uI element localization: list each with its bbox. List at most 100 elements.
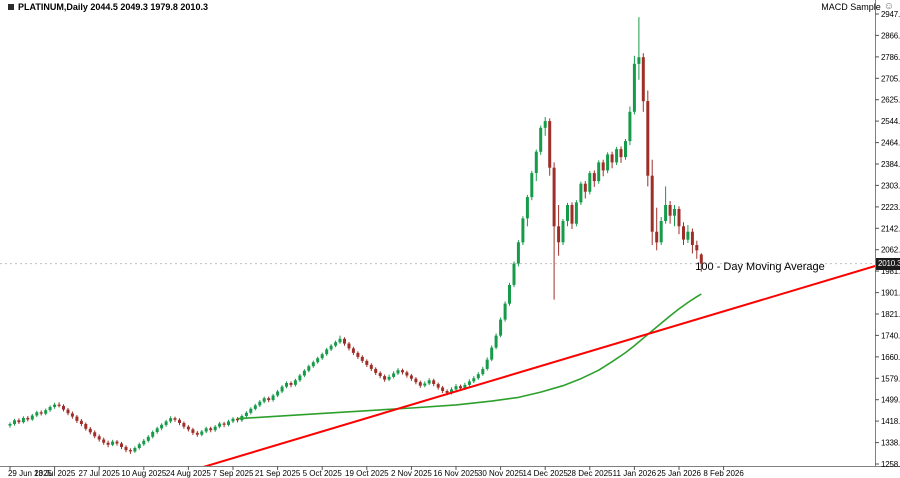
current-price-tag: 2010.3 — [876, 257, 900, 270]
candle-body — [325, 349, 329, 355]
candle-body — [146, 436, 150, 441]
candle-body — [66, 409, 70, 414]
expert-advisor-label[interactable]: MACD Sample ☺ — [821, 2, 894, 13]
candle-body — [57, 404, 61, 406]
candle-body — [485, 359, 489, 369]
candle-body — [173, 418, 177, 420]
candle-body — [244, 412, 248, 416]
candle-body — [423, 383, 427, 386]
candle-body — [432, 380, 436, 384]
candle-body — [298, 375, 302, 381]
price-axis-label: 1981.9 — [881, 267, 900, 276]
candle-body — [583, 183, 587, 192]
candle-body — [682, 226, 685, 240]
price-axis-label: 2866.6 — [881, 31, 900, 40]
candle-body — [307, 366, 311, 371]
price-axis-label: 2384.0 — [881, 160, 900, 169]
candle-body — [316, 358, 320, 363]
candle-body — [142, 440, 146, 445]
candle-body — [249, 408, 253, 413]
candle-body — [164, 421, 168, 425]
candle-body — [405, 372, 409, 376]
candle-body — [218, 423, 222, 427]
candle-body — [88, 428, 92, 433]
candle-body — [280, 386, 284, 392]
candle-body — [418, 382, 422, 386]
candle-body — [365, 360, 369, 365]
candle-body — [124, 446, 128, 451]
candle-body — [610, 154, 614, 163]
price-axis-label: 1499.3 — [881, 396, 900, 405]
candle-body — [97, 436, 101, 440]
candle-body — [128, 450, 132, 452]
candle-body — [401, 370, 404, 373]
candle-body — [396, 370, 400, 374]
candle-body — [195, 432, 199, 435]
candle-body — [213, 426, 217, 431]
candle-body — [686, 231, 690, 240]
candle-body — [356, 352, 360, 357]
candle-body — [267, 398, 271, 401]
date-axis-label: 25 Jan 2026 — [657, 469, 702, 478]
candle-body — [494, 335, 498, 348]
candle-body — [641, 57, 645, 102]
candle-body — [499, 319, 503, 336]
candle-body — [588, 173, 592, 192]
candle-body — [597, 162, 601, 182]
date-axis-label: 27 Jul 2025 — [79, 469, 121, 478]
candle-body — [677, 209, 681, 227]
candle-body — [26, 417, 30, 420]
candle-body — [543, 121, 547, 128]
trend-line[interactable] — [193, 265, 875, 470]
date-axis-label: 24 Aug 2025 — [166, 469, 211, 478]
candle-body — [481, 368, 485, 375]
candle-body — [62, 405, 65, 410]
candle-body — [48, 407, 52, 411]
candle-body — [503, 303, 507, 320]
candle-body — [472, 378, 476, 382]
candle-body — [601, 162, 605, 171]
candle-body — [476, 374, 480, 379]
candle-body — [84, 424, 88, 429]
ma-line[interactable] — [237, 293, 702, 420]
candle-body — [409, 375, 413, 379]
candle-body — [182, 423, 186, 427]
price-axis-label: 2705.7 — [881, 74, 900, 83]
candle-body — [637, 57, 641, 64]
candle-body — [659, 221, 663, 243]
price-axis[interactable]: 2947.0 2866.6 2786.1 2705.7 2625.3 2544.9 2464… — [875, 10, 900, 469]
candle-body — [75, 416, 79, 421]
price-axis-label: 2947.0 — [881, 10, 900, 19]
chart-icon — [8, 4, 14, 10]
candle-body — [436, 384, 440, 388]
candle-body — [293, 380, 297, 385]
candle-body — [200, 431, 204, 435]
candle-body — [441, 387, 445, 391]
candle-body — [628, 111, 632, 142]
date-axis-label: 19 Oct 2025 — [345, 469, 389, 478]
candle-body — [320, 354, 324, 359]
candle-body — [690, 231, 694, 245]
candle-body — [151, 432, 155, 437]
candle-body — [383, 376, 387, 380]
candle-body — [512, 263, 516, 285]
price-axis-label: 1740.6 — [881, 331, 900, 340]
candle-body — [102, 439, 106, 443]
date-axis-label: 8 Feb 2026 — [703, 469, 744, 478]
candle-body — [445, 391, 449, 393]
candle-body — [539, 127, 543, 152]
candle-body — [508, 285, 511, 304]
candle-body — [521, 218, 525, 243]
ma-annotation-label[interactable]: 100 - Day Moving Average — [695, 260, 825, 273]
date-axis-label: 16 Nov 2025 — [433, 469, 479, 478]
candle-body — [329, 345, 333, 350]
candle-body — [454, 386, 458, 390]
candle-body — [120, 443, 123, 447]
candle-body — [664, 205, 668, 221]
candle-body — [525, 197, 529, 219]
candle-body — [530, 173, 534, 198]
candle-body — [137, 444, 141, 448]
candle-body — [655, 231, 659, 243]
